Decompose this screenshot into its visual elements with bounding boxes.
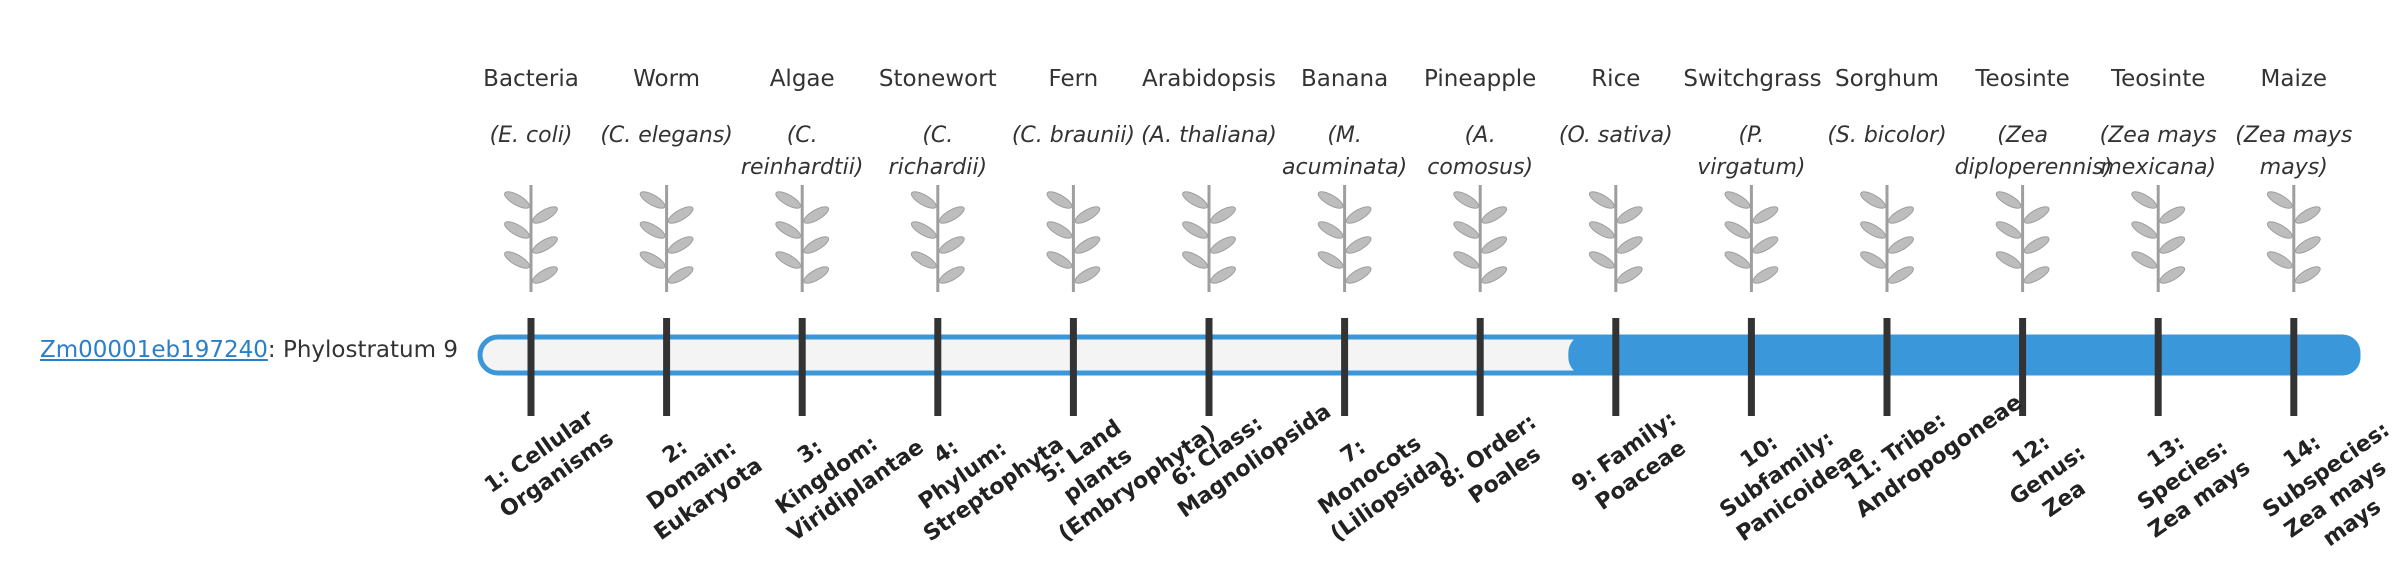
organism-illustration (1182, 185, 1236, 292)
organism-name: Banana (1300, 66, 1389, 92)
organism-illustration (2131, 185, 2186, 292)
organism-illustration (1046, 185, 1101, 292)
organism-illustration (1317, 185, 1372, 292)
scientific-name: (E. coli) (489, 123, 573, 148)
scientific-name: (Zea diploperennis) (1954, 123, 2113, 180)
organism-illustration (775, 185, 830, 292)
scientific-name: (C. richardii) (888, 123, 988, 180)
scientific-name: (A. comosus) (1427, 123, 1534, 180)
organism-illustration (639, 185, 694, 292)
scientific-name: (Zea mays mexicana) (2099, 123, 2217, 180)
organism-illustration (504, 185, 558, 292)
organism-name: Stonewort (878, 66, 997, 92)
scientific-name: (A. thaliana) (1141, 123, 1277, 148)
gene-link[interactable]: Zm00001eb197240 (40, 337, 268, 363)
organism-illustration (910, 185, 965, 292)
timeline-fill (1568, 334, 2361, 376)
scientific-name: (M. acuminata) (1282, 123, 1408, 180)
organism-name: Teosinte (1975, 66, 2070, 92)
organism-name: Switchgrass (1683, 66, 1822, 92)
scientific-name: (O. sativa) (1558, 123, 1673, 148)
organism-name: Worm (633, 66, 701, 92)
organism-name: Rice (1591, 66, 1641, 92)
scientific-name: (S. bicolor) (1827, 123, 1947, 148)
stratum-prefix: : Phylostratum (267, 337, 437, 363)
organism-name: Maize (2260, 66, 2328, 92)
scientific-name: (Zea mays mays) (2235, 123, 2353, 180)
organism-name: Sorghum (1835, 66, 1939, 92)
organism-name: Arabidopsis (1142, 66, 1276, 92)
organism-name: Algae (769, 66, 835, 92)
organism-illustration (1724, 185, 1779, 292)
organism-name: Teosinte (2110, 66, 2206, 92)
gene-label: Zm00001eb197240: Phylostratum 9 (40, 337, 458, 363)
organism-illustration (1588, 185, 1643, 292)
organism-illustration (1860, 185, 1914, 292)
organism-name: Bacteria (483, 66, 579, 92)
organism-illustration (1453, 185, 1508, 292)
organism-illustration (1995, 185, 2050, 292)
organism-name: Pineapple (1424, 66, 1537, 92)
scientific-name: (P. virgatum) (1697, 123, 1806, 180)
scientific-name: (C. reinhardtii) (740, 123, 864, 180)
scientific-name: (C. braunii) (1011, 123, 1135, 148)
stratum-number: 9 (443, 337, 458, 363)
scientific-name: (C. elegans) (600, 123, 733, 148)
organism-illustration (2266, 185, 2321, 292)
organism-name: Fern (1048, 66, 1099, 92)
